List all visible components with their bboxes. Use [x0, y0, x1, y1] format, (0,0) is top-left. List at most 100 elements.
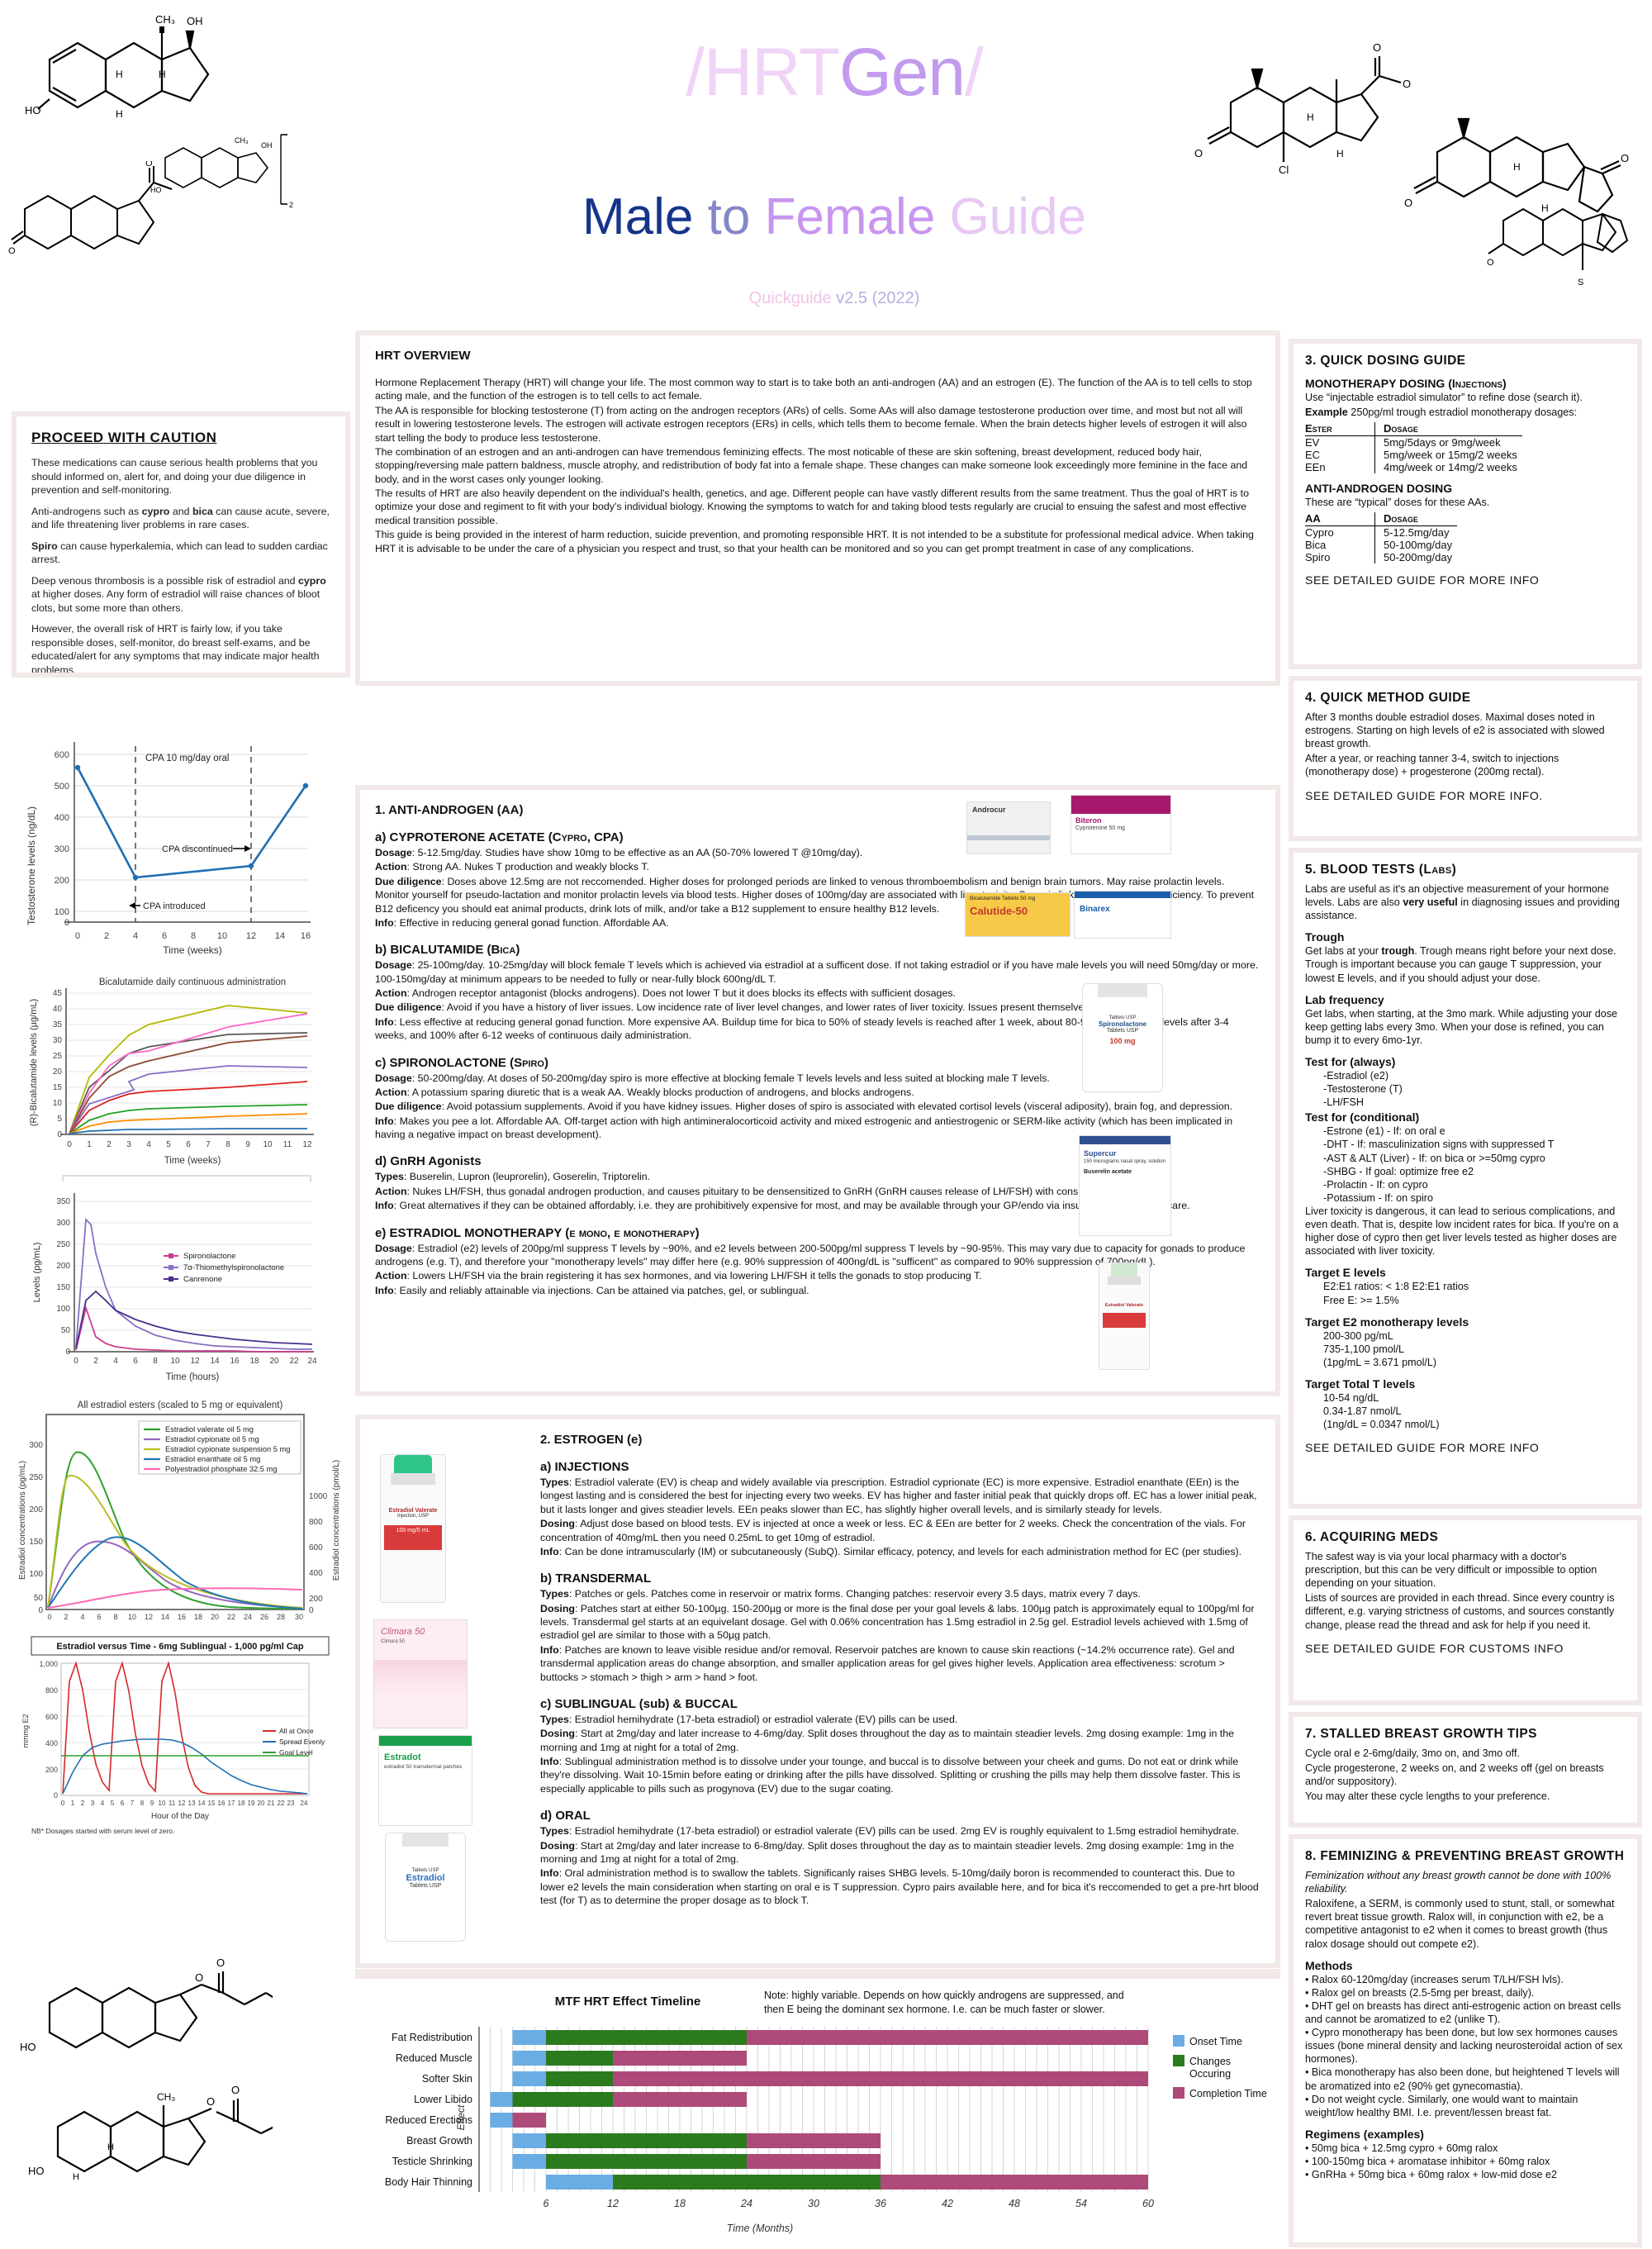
- paragraph: Use “injectable estradiol simulator” to …: [1305, 392, 1583, 403]
- paragraph: The combination of an estrogen and an an…: [375, 445, 1248, 485]
- svg-text:22: 22: [289, 1357, 299, 1366]
- detail-line: Due diligence: Avoid if you have a histo…: [375, 1001, 1155, 1014]
- product-binarex-box: Binarex: [1074, 891, 1171, 939]
- svg-text:500: 500: [55, 782, 69, 792]
- list-item: • GnRHa + 50mg bica + 60mg ralox + low-m…: [1305, 2169, 1558, 2181]
- svg-text:5: 5: [57, 1115, 62, 1124]
- timeline-note-line2: then E being the dominant sex hormone. I…: [764, 2004, 1105, 2015]
- svg-text:4: 4: [113, 1357, 118, 1366]
- svg-text:200: 200: [56, 1262, 70, 1271]
- svg-text:Estradiol enanthate oil 5 mg: Estradiol enanthate oil 5 mg: [165, 1455, 260, 1463]
- molecule-estradiol-topleft: CH₃ OH HO H H H: [25, 13, 210, 120]
- svg-text:5: 5: [111, 1800, 115, 1807]
- bar-completion: [613, 2071, 1148, 2086]
- bar-completion: [512, 2113, 546, 2128]
- svg-text:Estradiol cypionate suspension: Estradiol cypionate suspension 5 mg: [165, 1445, 290, 1453]
- bar-onset: [512, 2154, 546, 2169]
- svg-text:O: O: [1373, 41, 1381, 54]
- svg-text:22: 22: [227, 1613, 235, 1621]
- list-item: • 100-150mg bica + aromatase inhibitor +…: [1305, 2155, 1550, 2167]
- e-section-body: a) INJECTIONS Types: Estradiol valerate (…: [375, 1460, 1260, 1907]
- svg-text:0: 0: [75, 931, 80, 941]
- page-title: /HRTGen/: [545, 35, 1123, 110]
- detail-line: Dosage: 25-100mg/day. 10-25mg/day will b…: [375, 959, 1259, 985]
- svg-text:6: 6: [121, 1800, 125, 1807]
- svg-text:6: 6: [97, 1613, 101, 1621]
- svg-text:Spironolactone: Spironolactone: [183, 1252, 235, 1261]
- table-row: EEn 4mg/week or 14mg/2 weeks: [1305, 461, 1522, 474]
- quick-dosing-title: 3. QUICK DOSING GUIDE: [1305, 354, 1466, 368]
- esters-title: All estradiol esters (scaled to 5 mg or …: [78, 1400, 283, 1410]
- dosage-table: AA Dosage Cypro 5-12.5mg/day Bica 50-100mg/da…: [1305, 512, 1458, 564]
- subsection-heading: c) SUBLINGUAL (sub) & BUCCAL: [540, 1696, 738, 1711]
- svg-text:100: 100: [56, 1305, 70, 1314]
- detail-line: Dosage: 5-12.5mg/day. Studies have show …: [375, 847, 863, 858]
- table-row: EV 5mg/5days or 9mg/week: [1305, 435, 1522, 449]
- list-item: -Testosterone (T): [1323, 1083, 1403, 1096]
- subsection-heading: a) CYPROTERONE ACETATE (Cypro, CPA): [375, 830, 624, 844]
- svg-text:Polyestradiol phosphate 32.5 m: Polyestradiol phosphate 32.5 mg: [165, 1465, 277, 1473]
- sublingual-title: Estradiol versus Time - 6mg Sublingual -…: [56, 1642, 304, 1652]
- timeline-category-label: Fat Redistribution: [392, 2032, 472, 2043]
- svg-text:H: H: [116, 69, 123, 80]
- column-header: Dosage: [1374, 422, 1522, 437]
- timeline-category-label: Reduced Muscle: [396, 2052, 472, 2064]
- detail-line: Types: Patches or gels. Patches come in …: [540, 1588, 1141, 1600]
- column-header: AA: [1305, 512, 1375, 527]
- product-estradot-box: Estradot estradiol 50 transdermal patche…: [378, 1735, 472, 1826]
- svg-text:21: 21: [268, 1800, 275, 1807]
- paragraph: These are “typical” doses for these AAs.: [1305, 497, 1490, 509]
- svg-text:18: 18: [194, 1613, 202, 1621]
- bullet-list: E2:E1 ratios: < 1:8 E2:E1 ratios Free E: …: [1305, 1280, 1626, 1306]
- svg-text:24: 24: [244, 1613, 252, 1621]
- list-item: • Bica monotherapy has also been done, b…: [1305, 2066, 1620, 2092]
- timeline-xtick: 42: [942, 2198, 953, 2209]
- sublingual-chart: Estradiol versus Time - 6mg Sublingual -…: [15, 1632, 345, 1847]
- estrogen-panel: 2. ESTROGEN (e) a) INJECTIONS Types: Estr…: [355, 1415, 1280, 1968]
- bar-onset: [512, 2030, 546, 2045]
- bar-completion: [747, 2154, 881, 2169]
- svg-text:9: 9: [245, 1140, 250, 1149]
- detail-line: Types: Estradiol hemihydrate (17-beta es…: [540, 1713, 958, 1725]
- see-detailed-guide-note: SEE DETAILED GUIDE FOR MORE INFO.: [1305, 788, 1543, 802]
- sublingual-ylabel: mmmg E2: [21, 1714, 30, 1747]
- paragraph: Labs are useful as it's an objective mea…: [1305, 883, 1620, 922]
- table-cell: EV: [1305, 436, 1320, 449]
- svg-text:5: 5: [166, 1140, 171, 1149]
- svg-text:30: 30: [53, 1036, 63, 1045]
- svg-text:CH₃: CH₃: [155, 13, 175, 26]
- svg-text:Spread Evenly: Spread Evenly: [279, 1738, 325, 1746]
- aa-section-title: 1. ANTI-ANDROGEN (AA): [375, 803, 524, 817]
- timeline-xlabel: Time (Months): [727, 2223, 793, 2234]
- paragraph: Spiro can cause hyperkalemia, which can …: [31, 540, 328, 566]
- svg-text:1,000: 1,000: [39, 1660, 58, 1668]
- svg-text:7: 7: [206, 1140, 211, 1149]
- svg-text:25: 25: [53, 1052, 63, 1061]
- timeline-category-label: Body Hair Thinning: [385, 2176, 472, 2188]
- svg-text:20: 20: [269, 1357, 279, 1366]
- overview-title: HRT OVERVIEW: [375, 349, 471, 363]
- paragraph: The safest way is via your local pharmac…: [1305, 1551, 1597, 1590]
- list-item: -DHT - If: masculinization signs with su…: [1323, 1139, 1555, 1151]
- see-detailed-guide-note: SEE DETAILED GUIDE FOR MORE INFO: [1305, 1441, 1540, 1455]
- svg-text:22: 22: [278, 1800, 285, 1807]
- table-row: EC 5mg/week or 15mg/2 weeks: [1305, 449, 1522, 462]
- bica-ylabel: (R)-Bicalutamide levels (µg/mL): [29, 999, 39, 1126]
- svg-text:150: 150: [29, 1538, 43, 1547]
- svg-text:OH: OH: [261, 141, 273, 150]
- svg-text:20: 20: [211, 1613, 219, 1621]
- table-cell: Cypro: [1305, 526, 1334, 540]
- bar-onset: [512, 2133, 546, 2148]
- svg-text:2: 2: [64, 1613, 68, 1621]
- detail-line: Info: Easily and reliably attainable via…: [375, 1284, 809, 1296]
- svg-text:24: 24: [307, 1357, 317, 1366]
- column-header: Dosage: [1374, 512, 1458, 527]
- svg-text:11: 11: [283, 1140, 292, 1149]
- panel-quick-method: 4. QUICK METHOD GUIDE After 3 months doub…: [1289, 676, 1642, 841]
- svg-text:12: 12: [178, 1800, 186, 1807]
- detail-line: Dosage: Estradiol (e2) levels of 200pg/m…: [375, 1242, 1246, 1267]
- title-part-hrt: /HRT: [686, 35, 840, 110]
- svg-text:S: S: [1578, 278, 1583, 288]
- svg-text:1: 1: [71, 1800, 75, 1807]
